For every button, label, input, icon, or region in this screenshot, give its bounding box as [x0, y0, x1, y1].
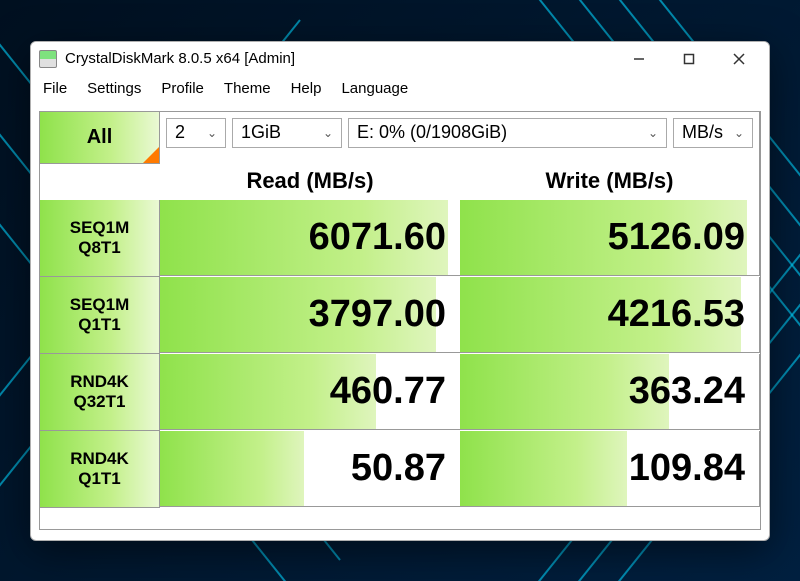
size-select[interactable]: 1GiB ⌄	[232, 118, 342, 148]
menu-settings[interactable]: Settings	[87, 80, 141, 97]
results-grid: All 2⌄ 1GiB⌄ E: 0% (0/1908GiB)⌄ MB/s⌄ Re…	[39, 111, 761, 530]
drive-select[interactable]: E: 0% (0/1908GiB) ⌄	[348, 118, 667, 148]
chevron-down-icon: ⌄	[734, 126, 744, 140]
read-value-0: 6071.60	[160, 200, 460, 276]
unit-select[interactable]: MB/s ⌄	[673, 118, 753, 148]
maximize-icon	[683, 53, 695, 65]
test-button-seq1m-q1t1[interactable]: SEQ1MQ1T1	[40, 277, 160, 354]
read-value-3: 50.87	[160, 431, 460, 507]
runs-select[interactable]: 2⌄	[166, 118, 226, 148]
read-bar-3	[160, 431, 304, 506]
drive-value: E: 0% (0/1908GiB)	[357, 122, 507, 143]
menu-help[interactable]: Help	[291, 80, 322, 97]
content-area: All 2⌄ 1GiB⌄ E: 0% (0/1908GiB)⌄ MB/s⌄ Re…	[31, 105, 769, 540]
unit-value: MB/s	[682, 122, 723, 143]
window-title: CrystalDiskMark 8.0.5 x64 [Admin]	[65, 50, 625, 67]
run-all-button[interactable]: All	[40, 112, 159, 163]
test-button-rnd4k-q1t1[interactable]: RND4KQ1T1	[40, 431, 160, 508]
window-controls	[625, 45, 753, 73]
runs-value: 2	[175, 122, 185, 143]
menubar: File Settings Profile Theme Help Languag…	[31, 76, 769, 105]
titlebar: CrystalDiskMark 8.0.5 x64 [Admin]	[31, 42, 769, 76]
write-value-2: 363.24	[460, 354, 760, 430]
chevron-down-icon: ⌄	[648, 126, 658, 140]
read-value-1: 3797.00	[160, 277, 460, 353]
header-write: Write (MB/s)	[460, 154, 760, 200]
app-icon	[39, 50, 57, 68]
test-button-seq1m-q8t1[interactable]: SEQ1MQ8T1	[40, 200, 160, 277]
close-button[interactable]	[725, 45, 753, 73]
close-icon	[733, 53, 745, 65]
minimize-icon	[633, 53, 645, 65]
chevron-down-icon: ⌄	[323, 126, 333, 140]
header-read: Read (MB/s)	[160, 154, 460, 200]
write-value-0: 5126.09	[460, 200, 760, 276]
size-value: 1GiB	[241, 122, 281, 143]
app-window: CrystalDiskMark 8.0.5 x64 [Admin] File S…	[30, 41, 770, 541]
write-value-1: 4216.53	[460, 277, 760, 353]
write-bar-3	[460, 431, 627, 506]
test-button-rnd4k-q32t1[interactable]: RND4KQ32T1	[40, 354, 160, 431]
read-value-2: 460.77	[160, 354, 460, 430]
maximize-button[interactable]	[675, 45, 703, 73]
write-value-3: 109.84	[460, 431, 760, 507]
minimize-button[interactable]	[625, 45, 653, 73]
menu-file[interactable]: File	[43, 80, 67, 97]
footer-blank-row	[40, 508, 760, 530]
menu-profile[interactable]: Profile	[161, 80, 204, 97]
all-button-cell: All	[40, 112, 160, 164]
menu-language[interactable]: Language	[341, 80, 408, 97]
menu-theme[interactable]: Theme	[224, 80, 271, 97]
selects-row: 2⌄ 1GiB⌄ E: 0% (0/1908GiB)⌄ MB/s⌄	[160, 112, 760, 154]
chevron-down-icon: ⌄	[207, 126, 217, 140]
